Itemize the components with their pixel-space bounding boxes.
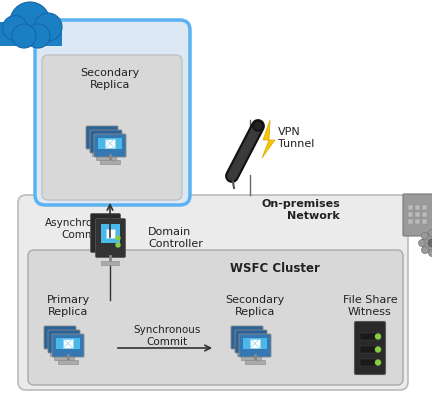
FancyBboxPatch shape	[102, 135, 111, 144]
FancyBboxPatch shape	[90, 130, 122, 153]
Bar	[360, 359, 380, 366]
FancyBboxPatch shape	[355, 322, 385, 375]
Circle shape	[428, 239, 432, 247]
Circle shape	[375, 334, 381, 339]
Text: Secondary
Replica: Secondary Replica	[80, 68, 140, 90]
Bar	[96, 156, 116, 160]
FancyBboxPatch shape	[52, 334, 84, 357]
Bar	[360, 346, 380, 353]
Circle shape	[10, 2, 50, 42]
Bar	[422, 212, 427, 217]
FancyBboxPatch shape	[246, 335, 256, 344]
Circle shape	[422, 232, 429, 240]
Bar	[415, 219, 420, 224]
FancyBboxPatch shape	[42, 55, 182, 200]
Bar	[243, 338, 267, 349]
Bar	[360, 333, 380, 340]
Bar	[245, 360, 265, 364]
FancyBboxPatch shape	[94, 134, 126, 157]
Circle shape	[375, 360, 381, 365]
Circle shape	[116, 243, 120, 247]
Bar	[100, 160, 120, 164]
FancyBboxPatch shape	[251, 339, 260, 348]
Bar	[101, 224, 120, 243]
Circle shape	[422, 246, 429, 254]
FancyBboxPatch shape	[28, 250, 403, 385]
Bar	[408, 205, 413, 210]
FancyBboxPatch shape	[35, 20, 190, 205]
FancyBboxPatch shape	[18, 195, 408, 390]
FancyBboxPatch shape	[242, 331, 251, 340]
Bar	[94, 134, 118, 145]
Text: File Share
Witness: File Share Witness	[343, 295, 397, 317]
FancyBboxPatch shape	[403, 194, 432, 236]
Text: Secondary
Replica: Secondary Replica	[226, 295, 285, 317]
FancyBboxPatch shape	[105, 139, 114, 148]
Bar	[408, 219, 413, 224]
FancyBboxPatch shape	[86, 126, 118, 149]
Circle shape	[3, 16, 27, 40]
Circle shape	[12, 24, 36, 48]
Bar	[56, 338, 80, 349]
Bar	[241, 356, 261, 360]
Bar	[235, 330, 259, 341]
Text: Synchronous
Commit: Synchronous Commit	[133, 325, 201, 347]
Bar	[52, 334, 76, 345]
FancyBboxPatch shape	[98, 131, 107, 140]
Bar	[0, 22, 62, 46]
Circle shape	[429, 250, 432, 257]
FancyBboxPatch shape	[90, 213, 121, 252]
Bar	[48, 330, 72, 341]
Bar	[422, 205, 427, 210]
Bar	[90, 130, 114, 141]
Circle shape	[116, 236, 120, 240]
FancyBboxPatch shape	[231, 326, 263, 349]
Text: Domain
Controller: Domain Controller	[148, 227, 203, 249]
Bar	[422, 219, 427, 224]
Bar	[408, 212, 413, 217]
Circle shape	[26, 24, 50, 48]
FancyBboxPatch shape	[44, 326, 76, 349]
Circle shape	[34, 13, 62, 41]
FancyBboxPatch shape	[239, 334, 271, 357]
Bar	[237, 352, 257, 356]
Bar	[101, 261, 120, 265]
Circle shape	[253, 121, 263, 131]
Bar	[415, 205, 420, 210]
Circle shape	[375, 347, 381, 352]
Bar	[50, 352, 70, 356]
FancyBboxPatch shape	[95, 219, 126, 257]
FancyBboxPatch shape	[64, 339, 73, 348]
Bar	[92, 152, 112, 156]
Circle shape	[419, 240, 426, 246]
Circle shape	[429, 229, 432, 236]
Text: WSFC Cluster: WSFC Cluster	[230, 262, 320, 275]
FancyBboxPatch shape	[48, 330, 80, 353]
FancyBboxPatch shape	[60, 335, 69, 344]
Text: Asynchronous
Commit: Asynchronous Commit	[45, 218, 119, 240]
FancyBboxPatch shape	[235, 330, 267, 353]
Polygon shape	[262, 120, 275, 158]
Bar	[54, 356, 74, 360]
Text: VPN
Tunnel: VPN Tunnel	[278, 127, 314, 149]
Bar	[58, 360, 78, 364]
Bar	[239, 334, 263, 345]
Text: On-premises
Network: On-premises Network	[261, 199, 340, 221]
Circle shape	[422, 233, 432, 253]
FancyBboxPatch shape	[55, 331, 64, 340]
Bar	[98, 138, 122, 149]
Bar	[415, 212, 420, 217]
FancyBboxPatch shape	[106, 229, 115, 238]
Text: Primary
Replica: Primary Replica	[46, 295, 89, 317]
